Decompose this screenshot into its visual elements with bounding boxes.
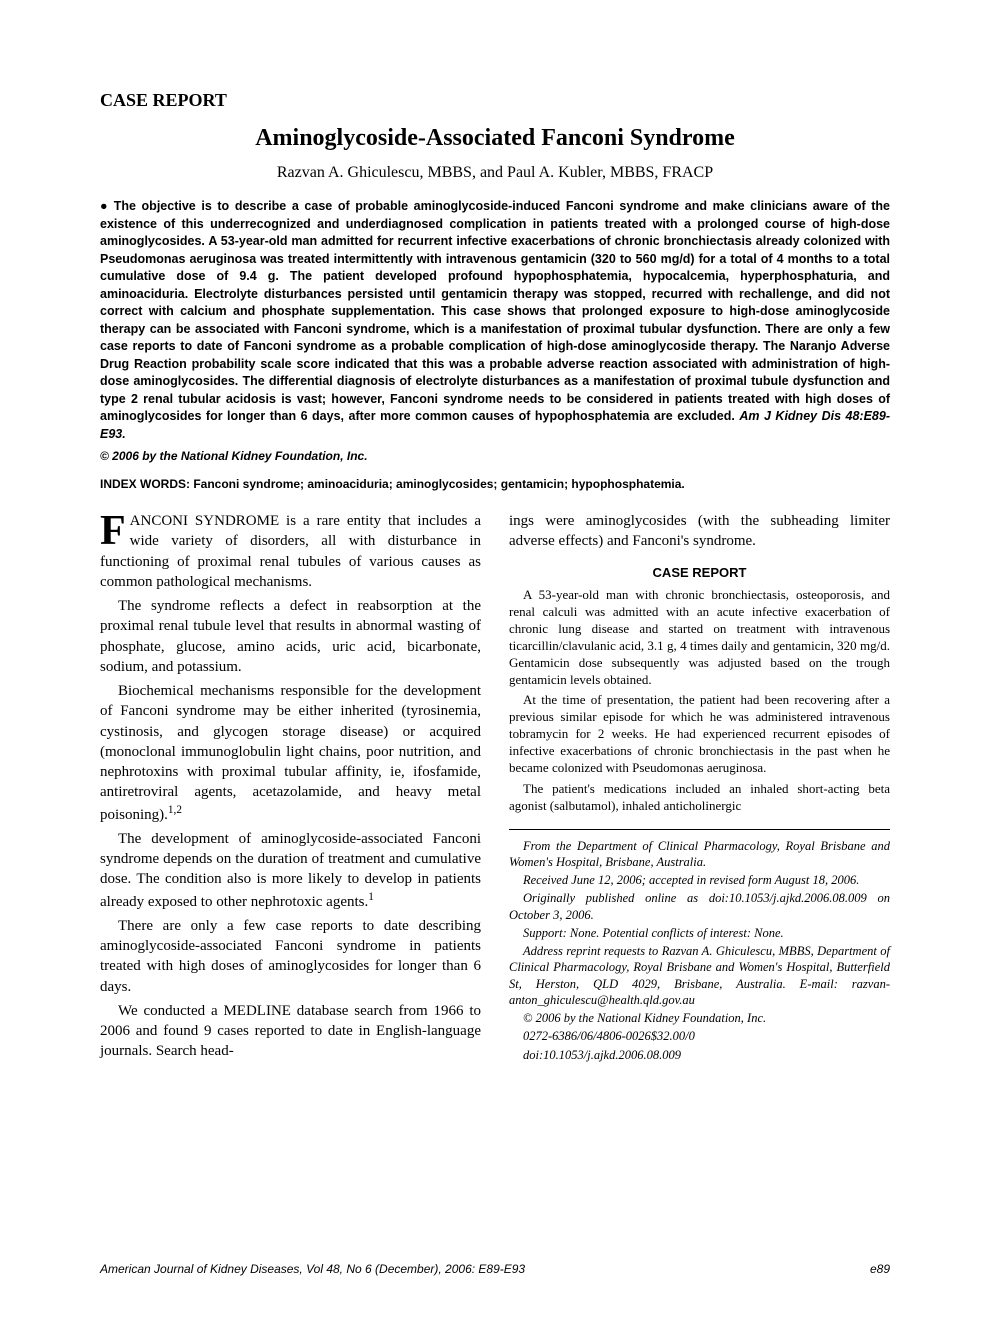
abstract: ●The objective is to describe a case of … <box>100 198 890 443</box>
affiliation-box: From the Department of Clinical Pharmaco… <box>509 829 890 1063</box>
body-p3: Biochemical mechanisms responsible for t… <box>100 681 481 825</box>
body-p1-text: ANCONI SYNDROME is a rare entity that in… <box>100 513 481 590</box>
section-label: CASE REPORT <box>100 90 890 111</box>
affil-from: From the Department of Clinical Pharmaco… <box>509 838 890 871</box>
affil-copyright: © 2006 by the National Kidney Foundation… <box>509 1010 890 1026</box>
index-words: INDEX WORDS: Fanconi syndrome; aminoacid… <box>100 477 890 491</box>
case-p1: A 53-year-old man with chronic bronchiec… <box>509 587 890 688</box>
affil-doi: doi:10.1053/j.ajkd.2006.08.009 <box>509 1047 890 1063</box>
body-p2: The syndrome reflects a defect in reabso… <box>100 596 481 677</box>
dropcap: F <box>100 511 130 550</box>
index-words-text: Fanconi syndrome; aminoaciduria; aminogl… <box>193 477 684 491</box>
abstract-text: The objective is to describe a case of p… <box>100 199 890 423</box>
footer-page-number: e89 <box>870 1262 890 1276</box>
ref-superscript: 1 <box>368 891 374 903</box>
abstract-bullet-icon: ● <box>100 199 110 213</box>
affil-address: Address reprint requests to Razvan A. Gh… <box>509 943 890 1008</box>
authors-line: Razvan A. Ghiculescu, MBBS, and Paul A. … <box>100 164 890 182</box>
case-report-body: A 53-year-old man with chronic bronchiec… <box>509 587 890 815</box>
case-p3: The patient's medications included an in… <box>509 781 890 815</box>
ref-superscript: 1,2 <box>168 804 182 816</box>
left-column: FANCONI SYNDROME is a rare entity that i… <box>100 511 481 1066</box>
page-footer: American Journal of Kidney Diseases, Vol… <box>100 1262 890 1276</box>
case-report-heading: CASE REPORT <box>509 564 890 582</box>
body-p5: There are only a few case reports to dat… <box>100 916 481 997</box>
body-p1: FANCONI SYNDROME is a rare entity that i… <box>100 511 481 592</box>
case-p2: At the time of presentation, the patient… <box>509 692 890 776</box>
affil-issn: 0272-6386/06/4806-0026$32.00/0 <box>509 1028 890 1044</box>
copyright-line: © 2006 by the National Kidney Foundation… <box>100 449 890 463</box>
two-column-body: FANCONI SYNDROME is a rare entity that i… <box>100 511 890 1066</box>
body-p4: The development of aminoglycoside-associ… <box>100 829 481 912</box>
article-title: Aminoglycoside-Associated Fanconi Syndro… <box>100 125 890 152</box>
footer-journal-info: American Journal of Kidney Diseases, Vol… <box>100 1262 525 1276</box>
index-label: INDEX WORDS: <box>100 477 190 491</box>
body-p6: We conducted a MEDLINE database search f… <box>100 1001 481 1062</box>
affil-support: Support: None. Potential conflicts of in… <box>509 925 890 941</box>
body-p6-cont: ings were aminoglycosides (with the subh… <box>509 511 890 552</box>
affil-published: Originally published online as doi:10.10… <box>509 890 890 923</box>
affil-received: Received June 12, 2006; accepted in revi… <box>509 872 890 888</box>
body-p4-text: The development of aminoglycoside-associ… <box>100 831 481 910</box>
body-p3-text: Biochemical mechanisms responsible for t… <box>100 683 481 823</box>
right-column: ings were aminoglycosides (with the subh… <box>509 511 890 1066</box>
